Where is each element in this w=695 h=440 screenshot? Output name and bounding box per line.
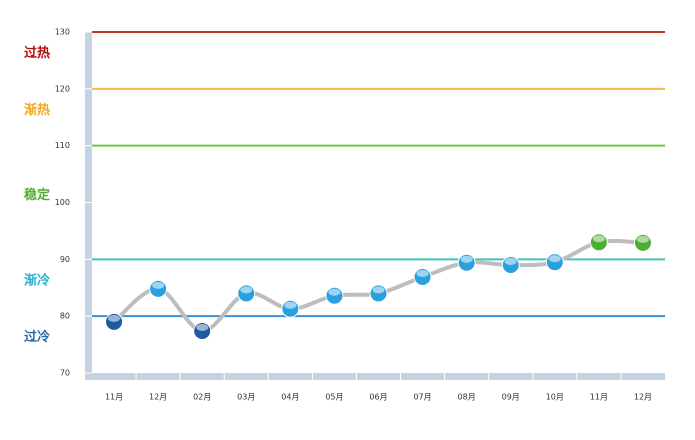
point-highlight <box>372 286 385 294</box>
y-tick-label: 100 <box>55 198 70 207</box>
point-highlight <box>592 235 605 243</box>
x-tick-label: 07月 <box>413 393 431 402</box>
zone-label: 渐热 <box>24 102 50 118</box>
x-tick-label: 10月 <box>546 393 564 402</box>
y-tick-label: 70 <box>60 369 70 378</box>
point-highlight <box>460 255 473 263</box>
point-highlight <box>548 255 561 263</box>
x-tick-label: 03月 <box>237 393 255 402</box>
x-tick-label: 04月 <box>281 393 299 402</box>
zone-label: 稳定 <box>24 187 50 203</box>
x-tick-label: 11月 <box>590 393 608 402</box>
zone-label: 过热 <box>24 45 50 61</box>
point-highlight <box>416 269 429 277</box>
point-highlight <box>328 288 341 296</box>
zone-label: 过冷 <box>24 329 50 345</box>
point-highlight <box>152 281 165 289</box>
x-tick-label: 12月 <box>149 393 167 402</box>
y-tick-label: 130 <box>55 28 70 37</box>
point-highlight <box>284 301 297 309</box>
point-highlight <box>504 258 517 266</box>
point-highlight <box>196 323 209 331</box>
x-tick-label: 08月 <box>458 393 476 402</box>
x-tick-label: 05月 <box>325 393 343 402</box>
y-tick-label: 90 <box>60 255 70 264</box>
zone-label: 渐冷 <box>24 272 50 288</box>
x-axis-bar <box>85 373 665 380</box>
x-tick-label: 02月 <box>193 393 211 402</box>
y-tick-label: 80 <box>60 312 70 321</box>
x-tick-label: 12月 <box>634 393 652 402</box>
point-highlight <box>636 235 649 243</box>
x-tick-label: 09月 <box>502 393 520 402</box>
y-tick-label: 120 <box>55 84 70 93</box>
x-tick-label: 06月 <box>369 393 387 402</box>
point-highlight <box>108 314 121 322</box>
x-tick-label: 11月 <box>105 393 123 402</box>
point-highlight <box>240 286 253 294</box>
y-axis-bar <box>85 32 92 380</box>
y-tick-label: 110 <box>55 141 70 150</box>
